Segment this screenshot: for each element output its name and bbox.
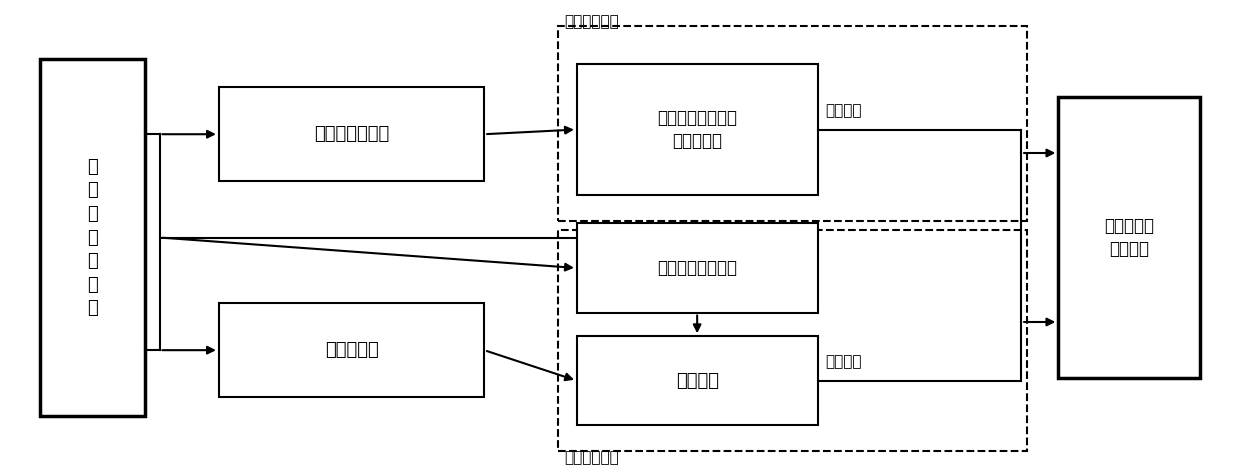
Text: 人体下肢肌肉活动
时序数据库: 人体下肢肌肉活动 时序数据库 [657, 109, 737, 150]
Text: 惯性传感器: 惯性传感器 [325, 341, 378, 359]
Bar [40, 59, 145, 416]
Bar [558, 26, 1028, 221]
Bar [577, 64, 817, 195]
Bar [558, 230, 1028, 451]
Text: 位姿解算模块: 位姿解算模块 [564, 451, 619, 466]
Text: 运动预测: 运动预测 [825, 103, 862, 118]
Text: 穿戴者下肢
运动位姿: 穿戴者下肢 运动位姿 [1104, 217, 1154, 258]
Text: 位姿解算: 位姿解算 [825, 354, 862, 369]
Bar [577, 336, 817, 425]
Text: 位姿响应模块: 位姿响应模块 [564, 14, 619, 29]
Text: 表面肌电传感器: 表面肌电传感器 [314, 125, 389, 143]
Text: 关节角度估计模型: 关节角度估计模型 [657, 259, 737, 277]
Bar [577, 223, 817, 313]
Text: 穿
戴
者
下
肢
运
动: 穿 戴 者 下 肢 运 动 [87, 158, 98, 317]
Bar [218, 303, 484, 397]
Text: 数据融合: 数据融合 [676, 371, 719, 389]
Bar [218, 87, 484, 181]
Bar [1058, 97, 1200, 378]
